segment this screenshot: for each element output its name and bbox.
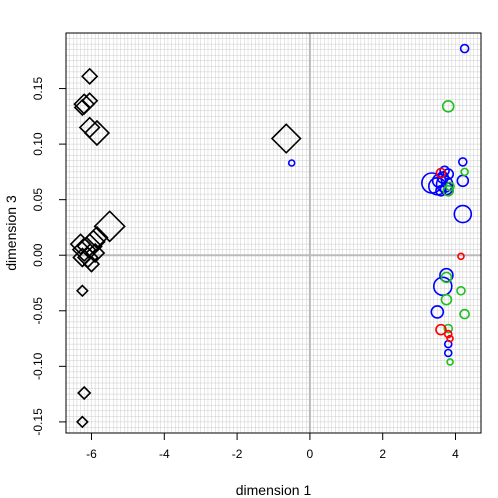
green-circle-marker	[440, 293, 453, 306]
green-circle-marker	[445, 181, 455, 192]
blue-circle-marker	[457, 157, 468, 167]
diamond-marker	[73, 98, 92, 117]
points-layer	[69, 43, 473, 429]
green-circle-marker	[442, 184, 455, 197]
y-tick-label: -0.10	[31, 352, 45, 380]
diamond-marker	[76, 284, 89, 298]
diamond-marker	[83, 119, 111, 147]
diamond-marker	[81, 67, 99, 85]
blue-circle-marker	[459, 43, 470, 54]
blue-circle-marker	[431, 173, 447, 189]
y-axis: -0.15 -0.10 -0.05 0.00 0.05 0.10 0.15	[31, 77, 67, 436]
y-tick-label: -0.15	[31, 408, 45, 436]
x-tick-label: 0	[307, 447, 314, 461]
red-circle-marker	[435, 167, 447, 179]
diamond-marker	[71, 237, 97, 263]
blue-circle-marker	[430, 305, 445, 319]
y-tick-label: 0.10	[31, 132, 45, 156]
diamond-marker	[93, 210, 126, 243]
green-circle-marker	[443, 323, 454, 334]
y-tick-label: -0.05	[31, 297, 45, 325]
zero-lines	[66, 33, 481, 433]
diamond-marker	[82, 255, 101, 273]
red-circle-marker	[457, 252, 465, 261]
y-tick-label: 0.05	[31, 188, 45, 212]
blue-circle-marker	[443, 348, 453, 358]
green-circle-marker	[446, 358, 454, 366]
y-axis-title: dimension 3	[3, 195, 19, 271]
x-axis-title: dimension 1	[236, 482, 312, 498]
x-tick-label: 2	[379, 447, 386, 461]
x-tick-label: 4	[452, 447, 459, 461]
y-tick-label: 0.00	[31, 243, 45, 267]
x-tick-label: -2	[232, 447, 243, 461]
green-circle-marker	[440, 271, 453, 284]
diamond-marker	[72, 247, 93, 268]
blue-circle-marker	[435, 184, 447, 197]
red-circle-marker	[443, 329, 453, 339]
green-circle-marker	[456, 285, 466, 296]
blue-circle-marker	[453, 204, 473, 224]
diamond-marker	[77, 385, 92, 401]
green-circle-marker	[460, 167, 469, 177]
grid-layer	[66, 33, 482, 434]
blue-circle-marker	[287, 159, 296, 167]
diamond-marker	[76, 415, 89, 429]
green-circle-marker	[459, 308, 470, 320]
green-circle-marker	[441, 100, 455, 113]
red-circle-marker	[435, 323, 447, 336]
x-tick-label: -6	[86, 447, 97, 461]
x-tick-label: -4	[159, 447, 170, 461]
red-circle-marker	[446, 334, 454, 343]
diamond-marker	[270, 123, 302, 154]
x-axis: -6 -4 -2 0 2 4	[86, 432, 459, 461]
y-tick-label: 0.15	[31, 77, 45, 101]
